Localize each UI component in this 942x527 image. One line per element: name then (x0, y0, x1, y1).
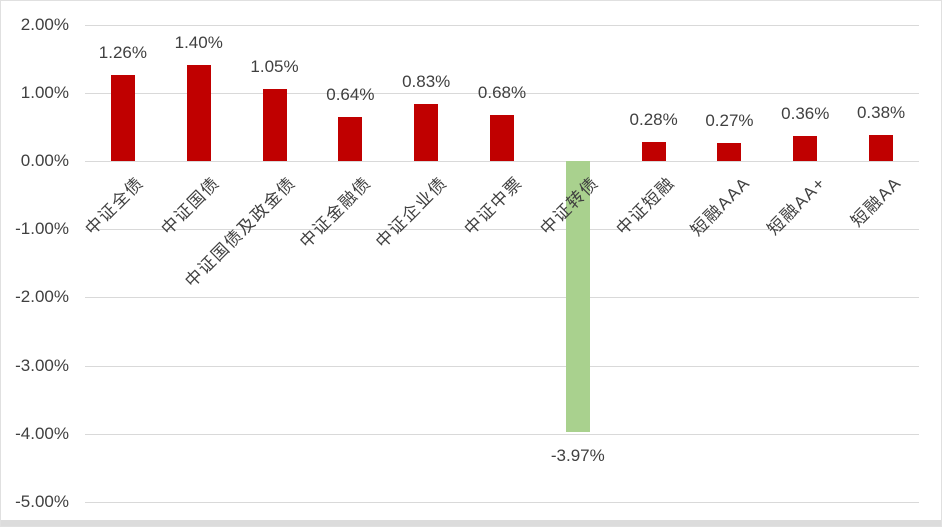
data-label: 0.27% (705, 110, 754, 130)
y-axis-tick-label: 2.00% (20, 14, 69, 34)
category-label: 中证企业债 (371, 172, 451, 252)
category-label: 短融AAA (687, 172, 754, 240)
gridline (85, 229, 919, 231)
bar (717, 142, 742, 161)
gridline (85, 297, 919, 299)
data-label: 0.64% (326, 85, 375, 105)
bar (869, 135, 894, 161)
bar (186, 65, 211, 161)
data-label: 1.40% (174, 33, 223, 53)
bar (793, 136, 818, 161)
bar (565, 160, 590, 432)
data-label: 0.38% (856, 103, 906, 122)
y-axis-tick-label: -1.00% (15, 219, 69, 239)
y-axis-tick-label: -4.00% (15, 423, 69, 443)
chart-bottom-edge (1, 520, 941, 526)
data-label: 1.05% (250, 57, 299, 77)
y-axis-tick-label: -3.00% (15, 355, 69, 375)
gridline (85, 502, 919, 503)
data-label: 0.36% (781, 104, 830, 124)
data-label: 1.26% (98, 42, 147, 62)
gridline (85, 92, 919, 94)
bar (414, 104, 439, 161)
bar (262, 89, 287, 161)
bar (641, 141, 666, 161)
category-label: 中证金融债 (295, 172, 375, 252)
gridline (85, 160, 919, 162)
data-label: -3.97% (550, 445, 605, 465)
data-label: 0.83% (402, 72, 451, 92)
bar (110, 74, 135, 161)
y-axis-tick-label: 0.00% (20, 150, 69, 170)
y-axis-tick-label: -5.00% (15, 492, 69, 511)
y-axis-tick-label: -2.00% (15, 287, 69, 307)
gridline (85, 24, 919, 26)
y-axis-tick-label: 1.00% (20, 82, 69, 102)
gridline (85, 433, 919, 435)
bar (338, 117, 363, 161)
bar (490, 114, 514, 161)
data-label: 0.68% (477, 82, 527, 102)
gridline (85, 365, 919, 367)
data-label: 0.28% (629, 109, 678, 129)
category-label: 短融AA (847, 172, 906, 231)
